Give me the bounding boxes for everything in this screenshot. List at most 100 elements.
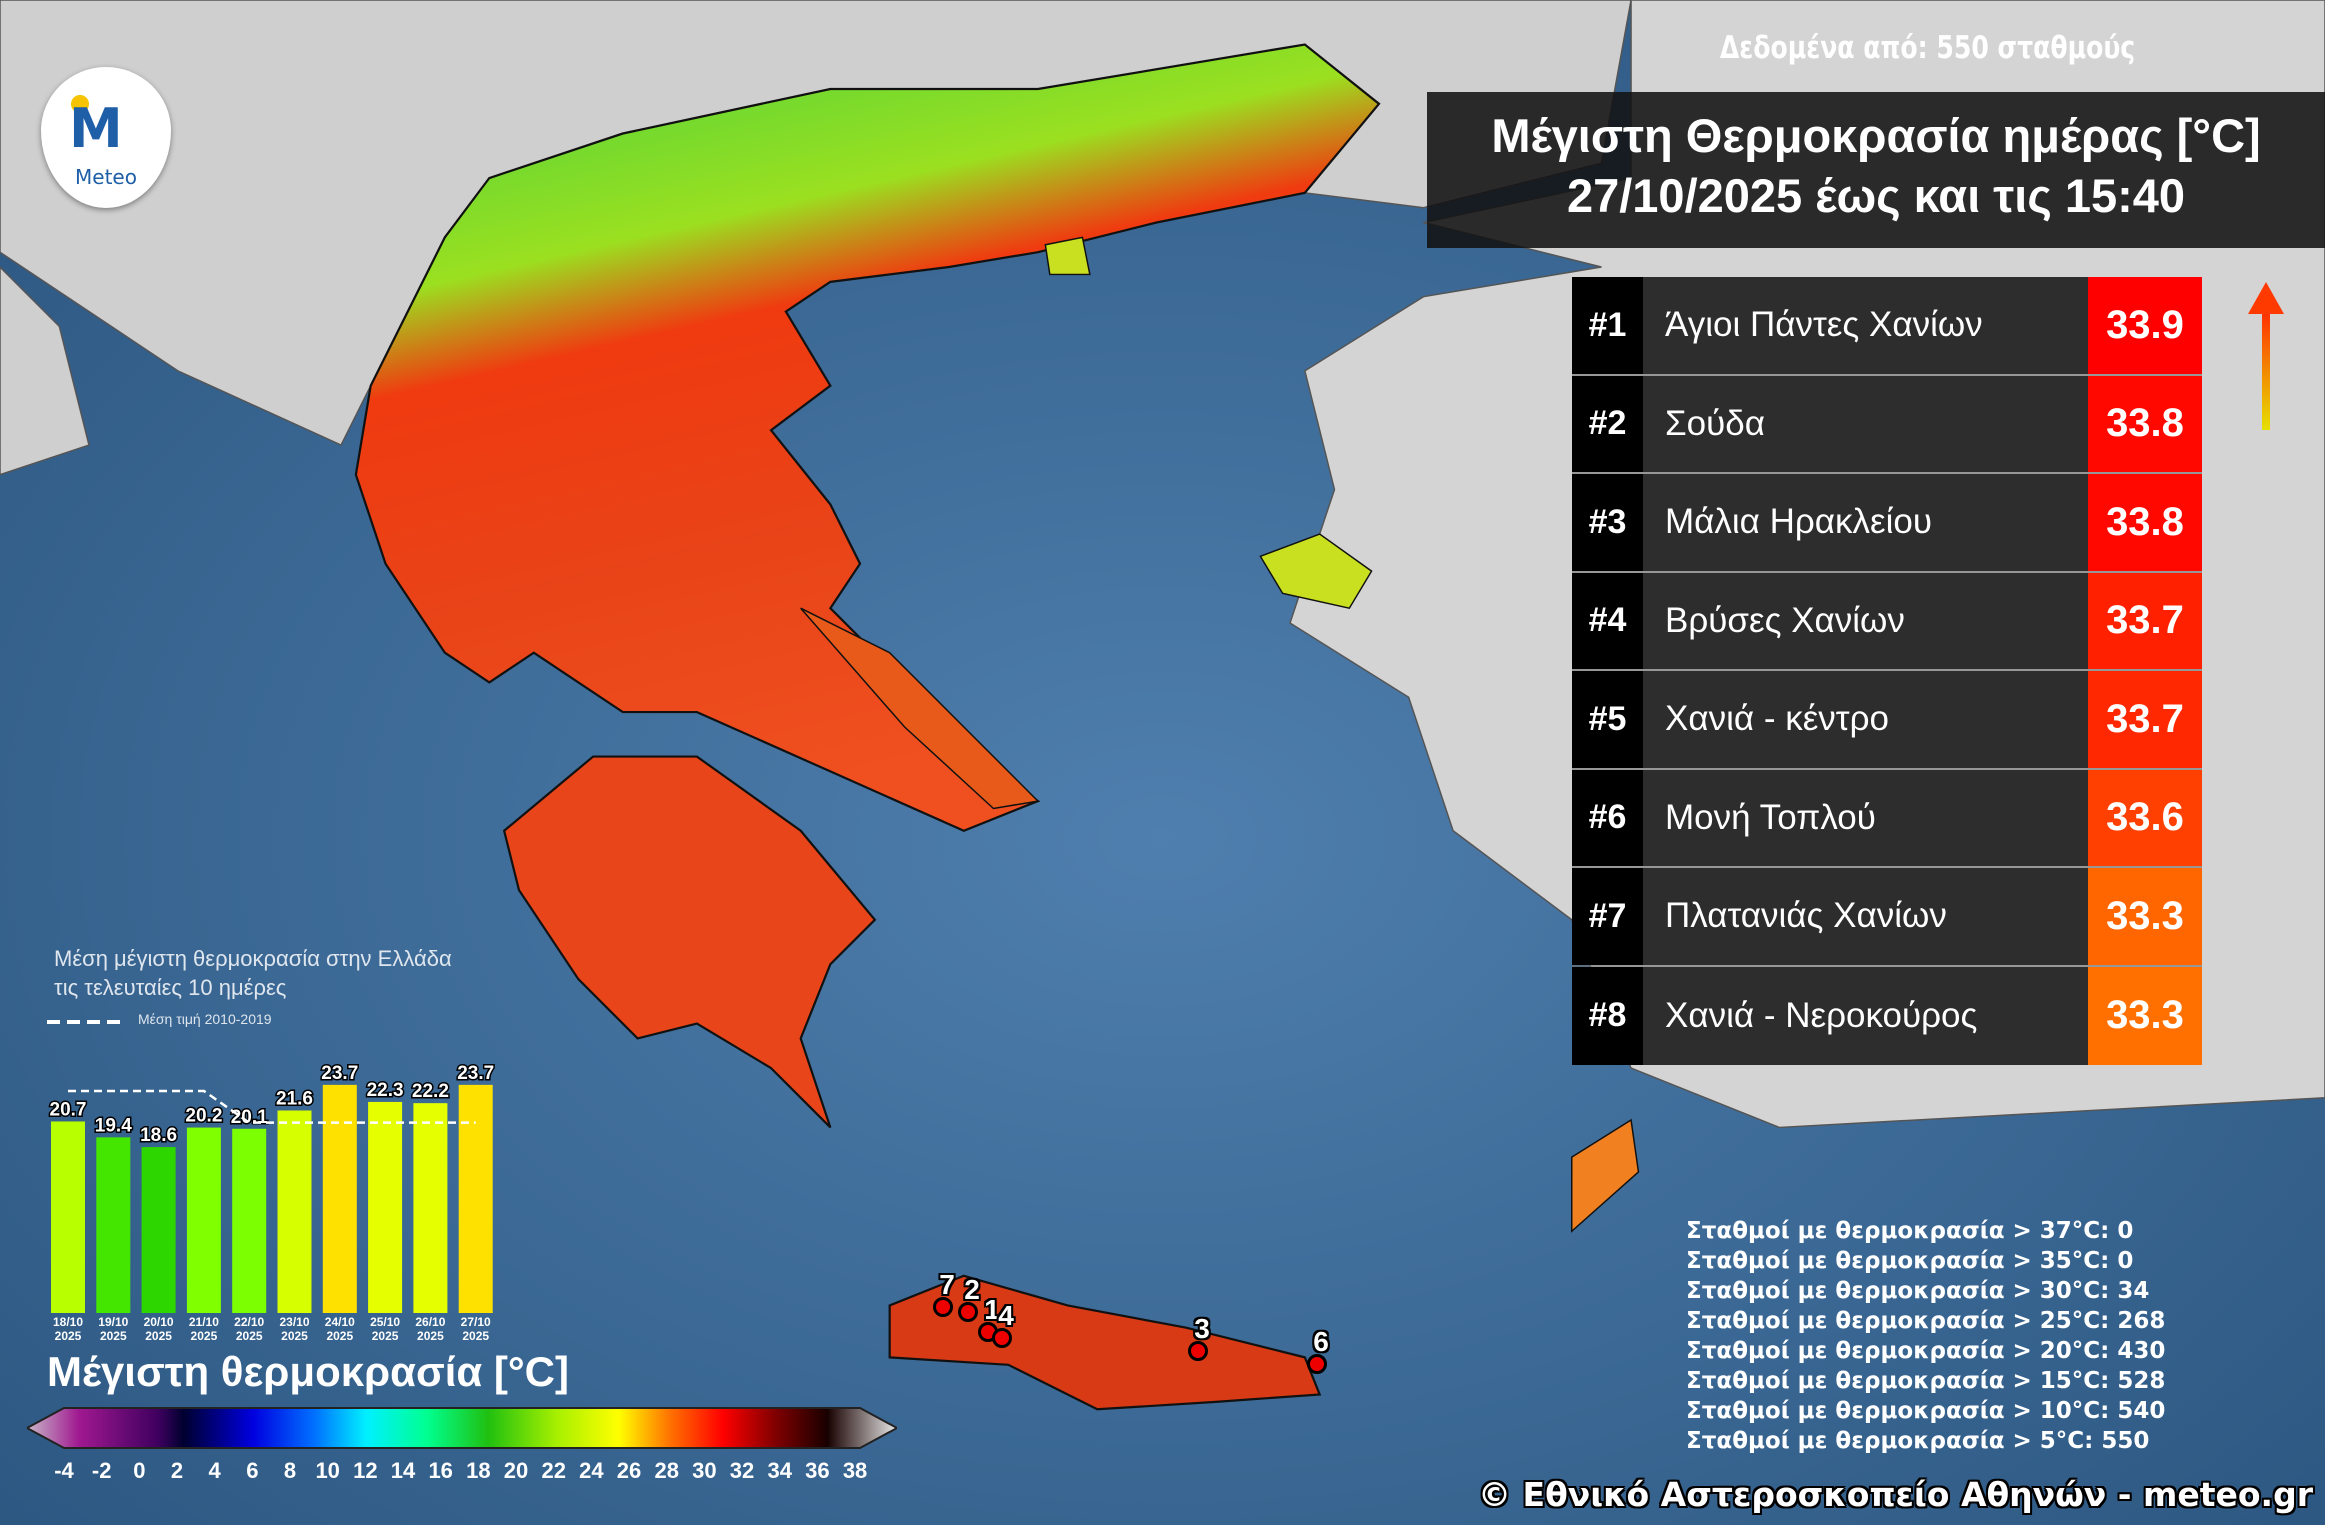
station-marker[interactable] xyxy=(958,1302,978,1322)
station-marker-label: 6 xyxy=(1313,1326,1329,1357)
station-count-line: Σταθμοί με θερμοκρασία > 25°C: 268 xyxy=(1686,1308,2166,1334)
bar-date-label: 2025 xyxy=(417,1329,444,1343)
greece-mainland xyxy=(354,43,1381,832)
bar-date-label: 25/10 xyxy=(370,1315,400,1329)
source-note: Δεδομένα από: 550 σταθμούς xyxy=(1719,30,2136,66)
bar-date-label: 2025 xyxy=(145,1329,172,1343)
ranking-row: #4 Βρύσες Χανίων 33.7 xyxy=(1572,572,2202,671)
colorbar-tick-label: 0 xyxy=(133,1458,146,1483)
station-name: Πλατανιάς Χανίων xyxy=(1643,868,2088,965)
colorbar-tick-label: 26 xyxy=(616,1458,642,1483)
temperature-value: 33.7 xyxy=(2088,572,2202,669)
temperature-value: 33.6 xyxy=(2088,769,2202,866)
bar-date-label: 2025 xyxy=(326,1329,353,1343)
colorbar-tick-label: 32 xyxy=(729,1458,755,1483)
colorbar-title: Μέγιστη θερμοκρασία [°C] xyxy=(47,1348,569,1395)
bar xyxy=(277,1110,312,1313)
bar-date-label: 2025 xyxy=(372,1329,399,1343)
ranking-row: #1 Άγιοι Πάντες Χανίων 33.9 xyxy=(1572,277,2202,376)
rank-number: #4 xyxy=(1572,572,1643,669)
colorbar-tick-label: 36 xyxy=(805,1458,830,1483)
bar xyxy=(96,1137,131,1313)
bar xyxy=(413,1103,448,1313)
station-marker[interactable] xyxy=(1307,1354,1327,1374)
colorbar-tick-label: -2 xyxy=(91,1458,112,1483)
title-line-2: 27/10/2025 έως και τις 15:40 xyxy=(1566,169,2186,222)
bar-date-label: 2025 xyxy=(191,1329,218,1343)
temperature-value: 33.8 xyxy=(2088,474,2202,571)
colorbar-tick-label: 14 xyxy=(390,1458,416,1483)
copyright-footer[interactable]: © Εθνικό Αστεροσκοπείο Αθηνών - meteo.gr xyxy=(1478,1475,2313,1514)
station-name: Σούδα xyxy=(1643,375,2088,472)
bar-date-label: 2025 xyxy=(55,1329,82,1343)
temperature-value: 33.7 xyxy=(2088,671,2202,768)
colorbar-tick-label: 10 xyxy=(315,1458,340,1483)
thasos xyxy=(1044,236,1091,276)
station-count-line: Σταθμοί με θερμοκρασία > 5°C: 550 xyxy=(1686,1428,2150,1454)
bar xyxy=(186,1127,221,1313)
ranking-row: #7 Πλατανιάς Χανίων 33.3 xyxy=(1572,868,2202,967)
bar-date-label: 18/10 xyxy=(53,1315,83,1329)
climatology-dashed-line xyxy=(68,1089,476,1124)
station-count-line: Σταθμοί με θερμοκρασία > 30°C: 34 xyxy=(1686,1278,2150,1304)
peloponnese xyxy=(502,755,877,1129)
rank-number: #5 xyxy=(1572,671,1643,768)
station-marker-label: 2 xyxy=(964,1274,980,1305)
station-name: Άγιοι Πάντες Χανίων xyxy=(1643,277,2088,374)
temperature-value: 33.9 xyxy=(2088,277,2202,374)
colorbar-tick-label: 18 xyxy=(466,1458,491,1483)
bar-chart-title: Μέση μέγιστη θερμοκρασία στην Ελλάδα τις… xyxy=(54,944,452,1002)
bar-chart-title-line-2: τις τελευταίες 10 ημέρες xyxy=(54,975,287,1000)
italy-land xyxy=(0,265,90,476)
bar-date-label: 22/10 xyxy=(234,1315,264,1329)
legend-dash-icon xyxy=(47,1020,127,1024)
rhodes xyxy=(1571,1118,1640,1233)
station-marker[interactable] xyxy=(933,1297,953,1317)
bar xyxy=(51,1121,85,1313)
ranking-table: #1 Άγιοι Πάντες Χανίων 33.9 #2 Σούδα 33.8 #3 Μά… xyxy=(1572,277,2202,1065)
colorbar-tick-label: 16 xyxy=(428,1458,453,1483)
bar-value-label: 23.7 xyxy=(457,1063,494,1084)
ranking-row: #2 Σούδα 33.8 xyxy=(1572,375,2202,474)
bar-date-label: 23/10 xyxy=(279,1315,309,1329)
bar-value-label: 21.6 xyxy=(276,1088,313,1109)
rank-number: #8 xyxy=(1572,966,1643,1065)
bar-date-label: 19/10 xyxy=(98,1315,128,1329)
bar-date-label: 21/10 xyxy=(189,1315,219,1329)
colorbar-tick-label: 12 xyxy=(353,1458,378,1483)
colorbar-tick-label: 2 xyxy=(170,1458,184,1483)
bar-value-label: 20.1 xyxy=(231,1107,268,1128)
ranking-row: #5 Χανιά - κέντρο 33.7 xyxy=(1572,671,2202,770)
station-count-line: Σταθμοί με θερμοκρασία > 20°C: 430 xyxy=(1686,1338,2166,1364)
bar xyxy=(368,1101,403,1313)
bar-value-label: 23.7 xyxy=(321,1063,358,1084)
legend-label: Μέση τιμή 2010-2019 xyxy=(138,1011,272,1027)
colorbar-tick-label: 30 xyxy=(692,1458,717,1483)
bar-value-label: 18.6 xyxy=(140,1125,177,1146)
station-name: Χανιά - κέντρο xyxy=(1643,671,2088,768)
bar xyxy=(141,1147,176,1313)
rank-number: #6 xyxy=(1572,769,1643,866)
up-arrow-icon xyxy=(2248,282,2284,430)
station-marker[interactable] xyxy=(1188,1341,1208,1361)
rank-number: #7 xyxy=(1572,868,1643,965)
bar-date-label: 20/10 xyxy=(144,1315,174,1329)
colorbar-tick-label: 8 xyxy=(283,1458,297,1483)
ranking-row: #8 Χανιά - Νεροκούρος 33.3 xyxy=(1572,966,2202,1065)
colorbar-tick-label: 28 xyxy=(654,1458,679,1483)
ranking-row: #3 Μάλια Ηρακλείου 33.8 xyxy=(1572,474,2202,573)
station-marker[interactable] xyxy=(992,1328,1012,1348)
station-name: Χανιά - Νεροκούρος xyxy=(1643,966,2088,1065)
evia xyxy=(800,607,1040,810)
station-count-line: Σταθμοί με θερμοκρασία > 37°C: 0 xyxy=(1686,1218,2134,1244)
rank-number: #1 xyxy=(1572,277,1643,374)
colorbar-tick-label: -4 xyxy=(54,1458,74,1483)
bar xyxy=(322,1084,357,1313)
bar-date-label: 24/10 xyxy=(325,1315,355,1329)
meteo-logo[interactable]: M Meteo xyxy=(41,67,171,208)
bar-value-label: 20.2 xyxy=(185,1106,222,1127)
station-stats: Σταθμοί με θερμοκρασία > 37°C: 0 Σταθμοί … xyxy=(1686,1216,2165,1456)
colorbar xyxy=(27,1407,897,1449)
station-name: Μονή Τοπλού xyxy=(1643,769,2088,866)
colorbar-tick-label: 38 xyxy=(842,1458,868,1483)
